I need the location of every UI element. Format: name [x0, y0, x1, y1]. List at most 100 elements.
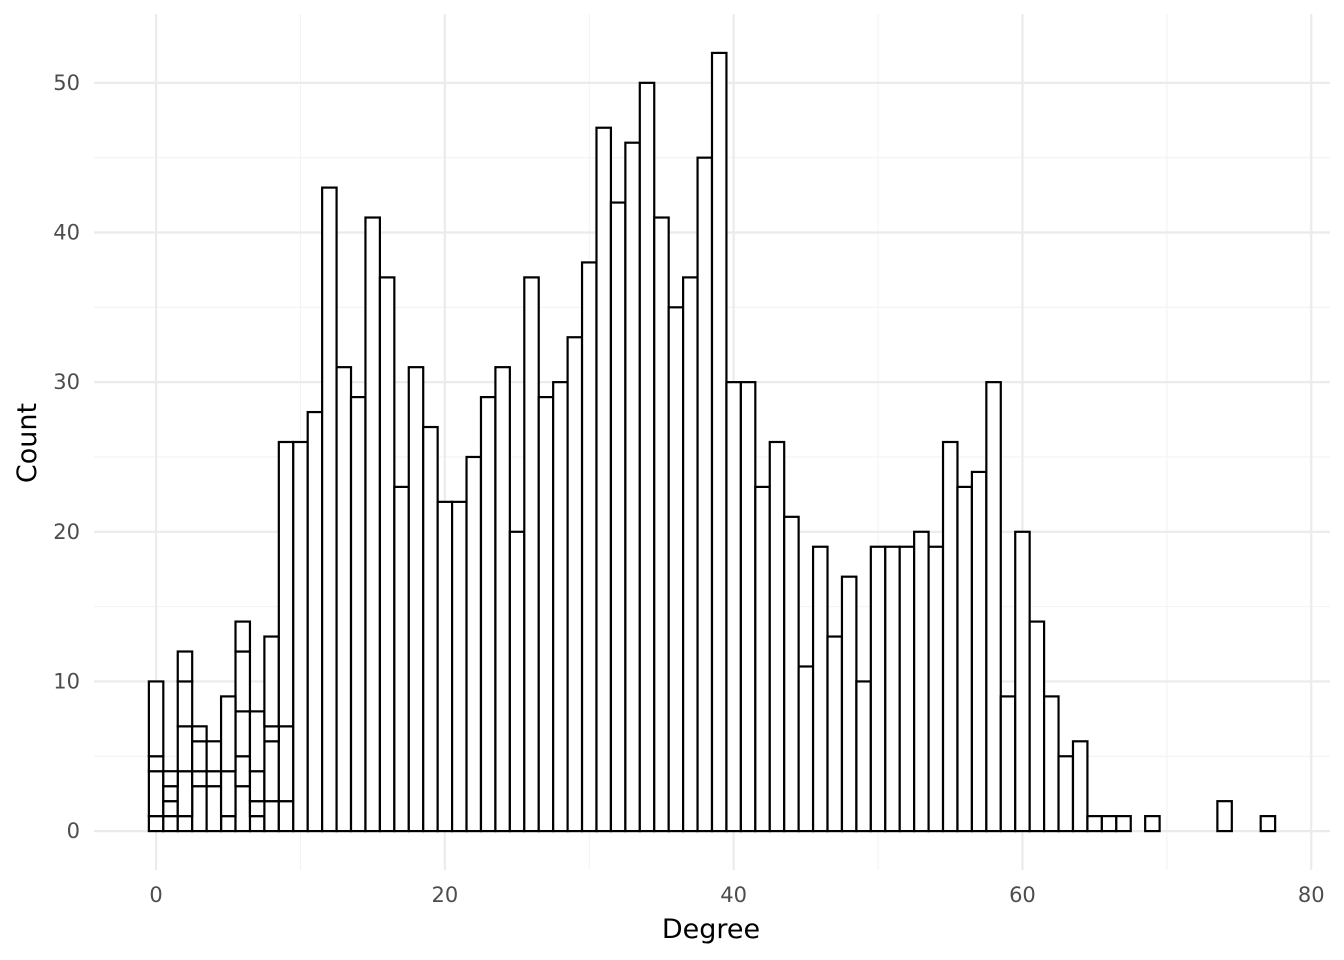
histogram-bar: [1115, 815, 1132, 833]
histogram-bar: [494, 366, 511, 833]
histogram-bar: [898, 545, 916, 833]
histogram-bar: [378, 276, 396, 833]
histogram-bar: [768, 440, 786, 833]
x-tick-label: 0: [149, 883, 162, 907]
x-tick-label: 80: [1298, 883, 1325, 907]
histogram-bar: [234, 620, 252, 653]
histogram-bar: [523, 276, 540, 833]
histogram-bar: [393, 485, 410, 833]
histogram-bar: [479, 396, 497, 833]
histogram-bar: [147, 680, 165, 758]
histogram-bar: [248, 770, 266, 803]
histogram-bar: [147, 815, 165, 833]
histogram-bar: [1144, 815, 1161, 833]
histogram-bar: [407, 366, 425, 833]
histogram-bar: [162, 785, 179, 803]
histogram-bar: [263, 800, 280, 833]
histogram-bar: [176, 680, 194, 728]
histogram-bar: [826, 635, 844, 833]
histogram-bar: [321, 186, 338, 833]
histogram-bar: [191, 785, 208, 833]
histogram-bar: [783, 515, 800, 833]
histogram-bar: [754, 485, 771, 833]
histogram-bar: [884, 545, 901, 833]
histogram-bar: [797, 665, 815, 833]
histogram-bar: [682, 276, 699, 833]
histogram-bar: [277, 725, 295, 803]
histogram-bar: [234, 650, 252, 713]
histogram-bar: [985, 381, 1002, 833]
histogram-bar: [465, 455, 483, 833]
histogram-bar: [248, 800, 266, 818]
histogram-bar: [219, 695, 237, 773]
histogram-bar: [292, 440, 309, 833]
histogram-bar: [147, 770, 165, 818]
histogram-bar: [436, 500, 454, 833]
histogram-bar: [450, 500, 468, 833]
histogram-bar: [811, 545, 829, 833]
histogram-bar: [624, 141, 641, 833]
histogram-bar: [595, 126, 613, 833]
x-tick-label: 60: [1009, 883, 1036, 907]
x-axis-title: Degree: [662, 914, 760, 945]
y-tick-label: 20: [53, 520, 80, 544]
histogram-bar: [1086, 815, 1103, 833]
histogram-bar: [537, 396, 555, 833]
histogram-bar: [855, 680, 872, 833]
histogram-bar: [176, 770, 194, 818]
histogram-bar: [1057, 755, 1075, 833]
histogram-bar: [1028, 620, 1046, 833]
histogram-bar: [566, 336, 584, 833]
histogram-bar: [162, 815, 179, 833]
histogram-bar: [913, 530, 930, 833]
histogram-bar: [176, 725, 194, 773]
histogram-bar: [970, 470, 988, 833]
y-tick-label: 0: [67, 819, 80, 843]
histogram-bar: [927, 545, 945, 833]
histogram-bar: [609, 201, 627, 833]
histogram-bar: [162, 770, 179, 788]
histogram-bar: [263, 725, 280, 743]
histogram-bar: [1043, 695, 1060, 833]
y-tick-label: 30: [53, 370, 80, 394]
histogram-bar: [205, 740, 223, 773]
histogram-bar: [956, 485, 974, 833]
histogram-bar: [234, 785, 252, 833]
histogram-bar: [638, 81, 656, 833]
y-tick-label: 40: [53, 220, 80, 244]
histogram-bar: [191, 725, 208, 743]
histogram-bar: [176, 650, 194, 683]
histogram-bar: [219, 770, 237, 818]
histogram-bar: [1100, 815, 1118, 833]
histogram-bars: [147, 51, 1277, 833]
histogram-bar: [162, 800, 179, 818]
histogram-bar: [696, 156, 714, 833]
x-axis-tick-labels: 0 20 40 60 80: [149, 883, 1324, 907]
histogram-bar: [248, 710, 266, 773]
histogram-bar: [176, 815, 194, 833]
histogram-bar: [667, 306, 685, 833]
histogram-bar: [248, 815, 266, 833]
histogram-bar: [840, 575, 858, 833]
histogram-bar: [999, 695, 1017, 833]
x-tick-label: 20: [432, 883, 459, 907]
histogram-bar: [277, 800, 295, 833]
histogram-bar: [306, 410, 324, 833]
histogram-bar: [277, 440, 295, 728]
histogram-bar: [263, 740, 280, 803]
histogram-bar: [205, 785, 223, 833]
y-axis-tick-labels: 0 10 20 30 40 50: [53, 71, 80, 843]
y-tick-label: 10: [53, 669, 80, 693]
histogram-bar: [725, 381, 742, 833]
histogram-bar: [191, 740, 208, 773]
histogram-bar: [219, 815, 237, 833]
histogram-bar: [349, 396, 367, 833]
x-tick-label: 40: [720, 883, 747, 907]
histogram-bar: [234, 710, 252, 758]
y-tick-label: 50: [53, 71, 80, 95]
histogram-bar: [1014, 530, 1031, 833]
histogram-bar: [234, 755, 252, 788]
histogram-bar: [205, 770, 223, 788]
histogram-bar: [653, 216, 670, 833]
